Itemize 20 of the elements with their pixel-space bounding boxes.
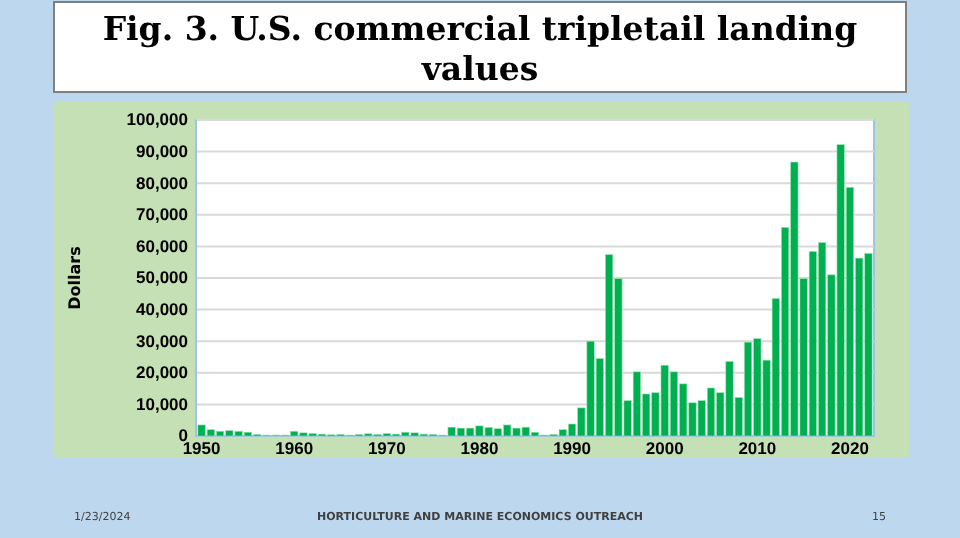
y-tick-label: 40,000 xyxy=(136,299,189,320)
y-tick-label: 70,000 xyxy=(136,204,189,225)
x-tick-label: 1960 xyxy=(275,438,314,459)
x-tick-label: 1990 xyxy=(553,438,592,459)
chart-title: Fig. 3. U.S. commercial tripletail landing values xyxy=(102,10,859,88)
y-tick-label: 10,000 xyxy=(136,393,189,414)
x-tick-label: 2000 xyxy=(645,438,685,459)
x-tick-label: 1950 xyxy=(182,438,221,459)
x-tick-label: 1970 xyxy=(367,438,407,459)
y-tick-label: 60,000 xyxy=(136,235,189,256)
x-tick-label: 1980 xyxy=(460,438,499,459)
x-tick-label: 2020 xyxy=(831,438,870,459)
y-tick-label: 80,000 xyxy=(136,172,189,193)
y-tick-label: 100,000 xyxy=(126,109,189,130)
y-tick-label: 20,000 xyxy=(136,362,189,383)
x-tick-label: 2010 xyxy=(738,438,777,459)
y-tick-label: 50,000 xyxy=(136,267,189,288)
y-tick-label: 90,000 xyxy=(136,141,189,162)
y-tick-label: 30,000 xyxy=(136,330,189,351)
y-axis-title: Dollars xyxy=(66,245,84,310)
